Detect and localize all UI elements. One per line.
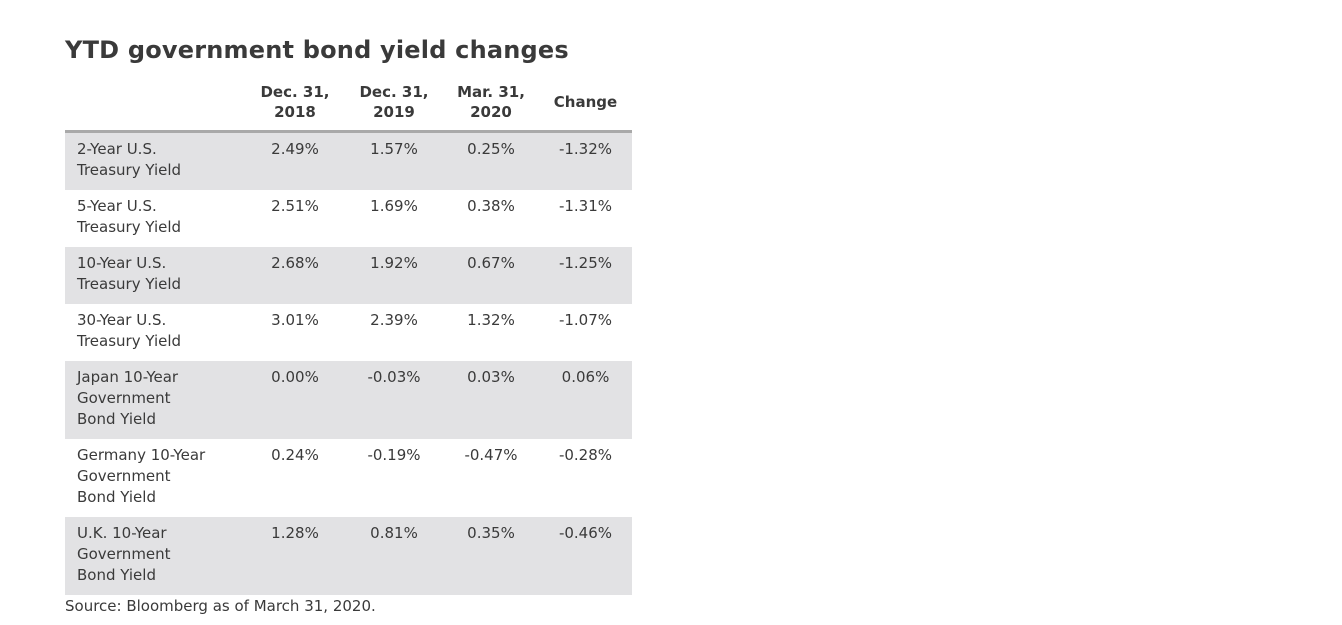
header-dec-2018-line1: Dec. 31, (260, 83, 330, 101)
header-mar-2020-line1: Mar. 31, (457, 83, 525, 101)
value-mar-2020: 1.32% (467, 311, 515, 329)
source-note: Source: Bloomberg as of March 31, 2020. (65, 597, 376, 615)
header-dec-2018-line2: 2018 (274, 103, 316, 121)
row-label: 5-Year U.S. Treasury Yield (65, 190, 245, 247)
value-dec-2019: 1.57% (370, 140, 418, 158)
value-mar-2020: 0.35% (467, 524, 515, 542)
row-label: U.K. 10-Year Government Bond Yield (65, 517, 245, 595)
header-label-cell (65, 80, 245, 132)
row-label-line: 5-Year U.S. (77, 197, 157, 215)
value-dec-2018: 0.24% (271, 446, 319, 464)
value-mar-2020: 0.03% (467, 368, 515, 386)
value-mar-2020: -0.47% (464, 446, 518, 464)
row-label-line: Bond Yield (77, 566, 156, 584)
header-change-label: Change (553, 93, 618, 111)
table-row: 2-Year U.S. Treasury Yield 2.49% 1.57% 0.25%… (65, 131, 632, 191)
value-dec-2019: 2.39% (370, 311, 418, 329)
row-label: 2-Year U.S. Treasury Yield (65, 132, 245, 191)
table-header: Dec. 31, 2018 Dec. 31, 2019 Mar. 31, 202… (65, 80, 632, 132)
row-label: Japan 10-Year Government Bond Yield (65, 361, 245, 439)
value-dec-2018: 2.51% (271, 197, 319, 215)
row-label-line: 2-Year U.S. (77, 140, 157, 158)
table-row: Germany 10-Year Government Bond Yield 0.24%… (65, 439, 632, 517)
table-row: 10-Year U.S. Treasury Yield 2.68% 1.92% 0.67… (65, 247, 632, 304)
value-mar-2020: 0.67% (467, 254, 515, 272)
header-dec-2019-line1: Dec. 31, (359, 83, 429, 101)
row-label-line: Government (77, 545, 171, 563)
value-dec-2019: -0.19% (367, 446, 421, 464)
yield-table-container: Dec. 31, 2018 Dec. 31, 2019 Mar. 31, 202… (65, 80, 632, 595)
header-mar-2020: Mar. 31, 2020 (443, 80, 539, 132)
table-row: Japan 10-Year Government Bond Yield 0.00% -0… (65, 361, 632, 439)
value-dec-2019: 1.92% (370, 254, 418, 272)
value-dec-2018: 0.00% (271, 368, 319, 386)
header-mar-2020-line2: 2020 (470, 103, 512, 121)
row-label-line: Bond Yield (77, 410, 156, 428)
value-dec-2018: 2.68% (271, 254, 319, 272)
header-dec-2018: Dec. 31, 2018 (245, 80, 345, 132)
row-label: Germany 10-Year Government Bond Yield (65, 439, 245, 517)
value-dec-2018: 3.01% (271, 311, 319, 329)
row-label-line: Government (77, 467, 171, 485)
value-change: -1.31% (558, 197, 613, 215)
value-change: -1.32% (558, 140, 613, 158)
table-row: 30-Year U.S. Treasury Yield 3.01% 2.39% 1.32… (65, 304, 632, 361)
value-dec-2019: 1.69% (370, 197, 418, 215)
value-dec-2019: 0.81% (370, 524, 418, 542)
row-label-line: 10-Year U.S. (77, 254, 167, 272)
value-dec-2018: 2.49% (271, 140, 319, 158)
row-label-line: Japan 10-Year (77, 368, 179, 386)
table-row: U.K. 10-Year Government Bond Yield 1.28% 0.8… (65, 517, 632, 595)
value-dec-2018: 1.28% (271, 524, 319, 542)
row-label-line: Germany 10-Year (77, 446, 206, 464)
value-change: -0.28% (558, 446, 613, 464)
header-change: Change (539, 80, 632, 132)
table-row: 5-Year U.S. Treasury Yield 2.51% 1.69% 0.38%… (65, 190, 632, 247)
row-label-line: Treasury Yield (77, 161, 182, 179)
row-label-line: Treasury Yield (77, 275, 182, 293)
header-dec-2019: Dec. 31, 2019 (345, 80, 443, 132)
row-label-line: U.K. 10-Year (77, 524, 167, 542)
row-label-line: Treasury Yield (77, 218, 182, 236)
table-body: 2-Year U.S. Treasury Yield 2.49% 1.57% 0.25%… (65, 131, 632, 595)
row-label-line: Bond Yield (77, 488, 156, 506)
value-change: 0.06% (561, 368, 610, 386)
row-label: 10-Year U.S. Treasury Yield (65, 247, 245, 304)
value-change: -1.25% (558, 254, 613, 272)
row-label-line: 30-Year U.S. (77, 311, 167, 329)
value-mar-2020: 0.25% (467, 140, 515, 158)
row-label: 30-Year U.S. Treasury Yield (65, 304, 245, 361)
value-dec-2019: -0.03% (367, 368, 421, 386)
header-dec-2019-line2: 2019 (373, 103, 415, 121)
value-change: -1.07% (558, 311, 613, 329)
header-row: Dec. 31, 2018 Dec. 31, 2019 Mar. 31, 202… (65, 80, 632, 132)
row-label-line: Treasury Yield (77, 332, 182, 350)
page-title: YTD government bond yield changes (65, 36, 569, 64)
row-label-line: Government (77, 389, 171, 407)
value-mar-2020: 0.38% (467, 197, 515, 215)
yield-table: Dec. 31, 2018 Dec. 31, 2019 Mar. 31, 202… (65, 80, 632, 595)
value-change: -0.46% (558, 524, 613, 542)
